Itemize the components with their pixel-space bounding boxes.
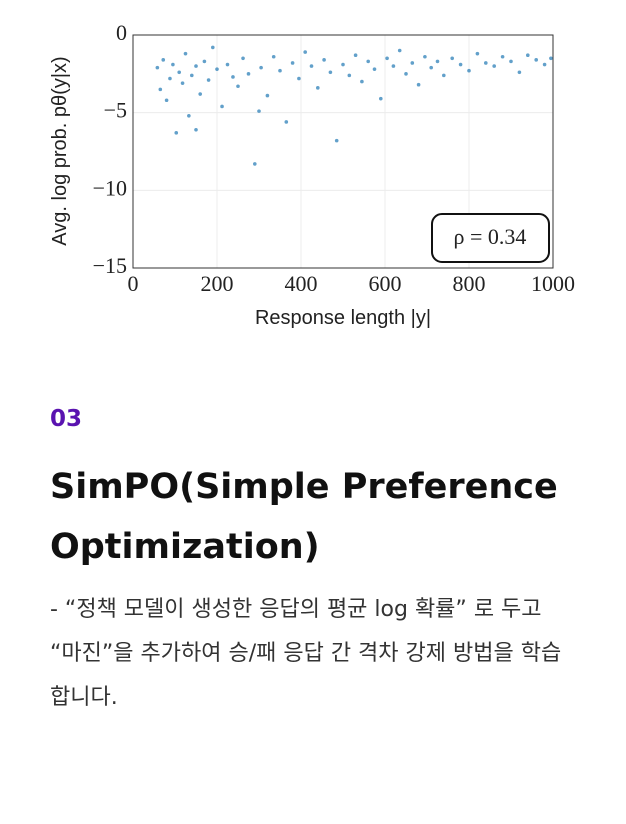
y-tick-label: −15 <box>93 253 127 278</box>
point <box>198 92 202 96</box>
point <box>190 73 194 78</box>
point <box>341 62 345 67</box>
point <box>366 59 371 64</box>
y-tick-label: −10 <box>93 175 127 200</box>
point <box>397 48 402 53</box>
point <box>328 70 333 75</box>
point <box>220 104 224 109</box>
point <box>404 72 408 76</box>
point <box>416 82 421 87</box>
y-axis-label: Avg. log prob. pθ(y|x) <box>49 56 71 245</box>
point <box>164 98 169 103</box>
point <box>322 58 326 62</box>
point <box>246 72 251 76</box>
section-number: 03 <box>50 406 83 432</box>
x-axis-label: Response length |y| <box>255 307 431 329</box>
point <box>284 120 289 124</box>
point <box>334 138 339 143</box>
point <box>161 58 166 62</box>
point <box>385 56 389 61</box>
point <box>187 113 191 118</box>
point <box>215 67 219 71</box>
section-title: SimPO(Simple Preference Optimization) <box>50 467 558 567</box>
point <box>180 81 185 85</box>
annotation: ρ = 0.34 <box>454 224 527 249</box>
point <box>194 64 198 68</box>
point <box>171 62 175 67</box>
point <box>450 56 455 61</box>
point <box>484 61 488 65</box>
point <box>278 68 282 73</box>
point <box>458 62 463 67</box>
point <box>467 68 471 73</box>
point <box>526 53 530 57</box>
point <box>271 54 276 59</box>
plot-frame <box>132 34 554 269</box>
x-tick-label: 600 <box>369 271 402 296</box>
point <box>435 59 440 64</box>
x-tick-label: 800 <box>453 271 486 296</box>
x-tick-label: 0 <box>128 271 139 296</box>
point <box>379 96 383 101</box>
point <box>429 65 434 70</box>
y-tick-label: −5 <box>104 98 127 123</box>
point <box>297 76 301 81</box>
section-body: - “정책 모델이 생성한 응답의 평균 log 확률” 로 두고 “마진”을 … <box>50 597 562 710</box>
point <box>241 56 245 61</box>
point <box>372 67 377 71</box>
point <box>423 54 427 59</box>
point <box>475 51 480 56</box>
point <box>492 64 497 68</box>
point <box>257 109 261 113</box>
point <box>534 58 538 62</box>
y-tick-label: 0 <box>116 20 127 45</box>
point <box>158 87 163 92</box>
point <box>517 70 522 75</box>
point <box>211 45 215 50</box>
x-tick-label: 400 <box>285 271 318 296</box>
point <box>177 70 181 75</box>
point <box>500 54 505 59</box>
point <box>353 53 358 57</box>
point <box>391 64 396 68</box>
x-tick-label: 1000 <box>531 271 575 296</box>
point <box>265 93 270 98</box>
point <box>316 86 320 90</box>
annotation-box <box>431 213 550 263</box>
point <box>174 131 179 135</box>
point <box>542 62 547 67</box>
chart: Response length |y| Avg. log prob. pθ(y|… <box>49 20 575 329</box>
point <box>183 51 188 56</box>
point <box>360 79 364 84</box>
point <box>290 61 295 65</box>
point <box>259 65 263 70</box>
point <box>303 50 308 54</box>
point <box>442 73 446 78</box>
point <box>410 61 415 65</box>
point <box>206 78 211 82</box>
point <box>509 59 513 64</box>
point <box>225 62 230 67</box>
point <box>236 84 240 89</box>
point <box>194 127 198 132</box>
point <box>253 162 257 166</box>
point <box>168 76 172 81</box>
point <box>309 64 314 68</box>
point <box>347 73 352 78</box>
point <box>231 75 235 79</box>
point <box>155 65 160 70</box>
point <box>202 59 207 64</box>
point <box>549 56 553 61</box>
x-tick-label: 200 <box>201 271 234 296</box>
